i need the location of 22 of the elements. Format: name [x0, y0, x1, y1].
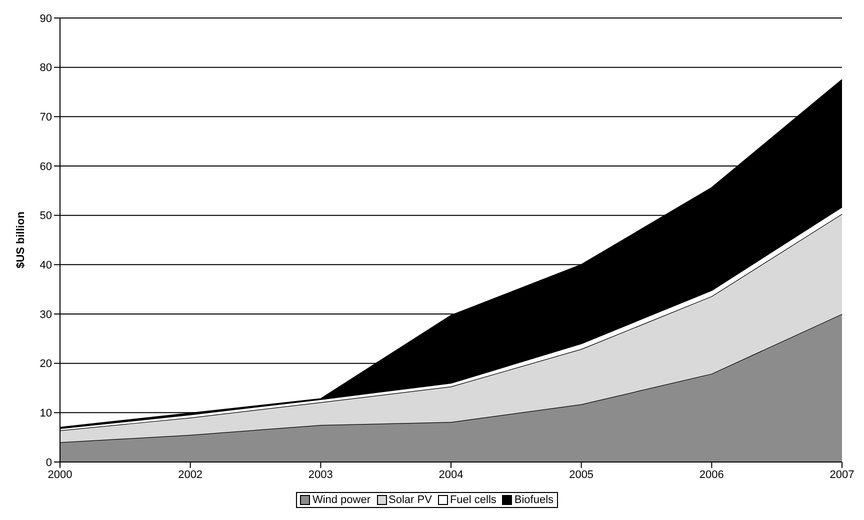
y-tick-label: 40 — [40, 260, 52, 272]
y-tick-label: 80 — [40, 62, 52, 74]
y-tick-label: 0 — [46, 456, 52, 469]
x-tick-label: 2007 — [830, 468, 854, 481]
y-axis-title: $US billion — [14, 211, 27, 268]
legend-label: Fuel cells — [450, 494, 496, 506]
x-tick-label: 2005 — [569, 468, 594, 481]
y-tick-label: 50 — [40, 210, 52, 222]
y-tick-label: 70 — [40, 112, 52, 124]
x-tick-label: 2006 — [699, 468, 724, 481]
y-tick-label: 60 — [40, 160, 52, 173]
y-tick-label: 20 — [40, 358, 52, 370]
y-tick-label: 90 — [40, 12, 52, 25]
x-tick-label: 2004 — [438, 468, 464, 481]
legend-label: Solar PV — [388, 494, 432, 506]
legend-label: Wind power — [312, 494, 371, 506]
x-tick-label: 2003 — [308, 468, 333, 481]
x-tick-label: 2002 — [178, 468, 203, 481]
x-tick-label: 2000 — [48, 468, 72, 481]
legend-label: Biofuels — [514, 494, 554, 506]
y-tick-label: 30 — [40, 308, 52, 321]
y-tick-label: 10 — [40, 408, 52, 420]
